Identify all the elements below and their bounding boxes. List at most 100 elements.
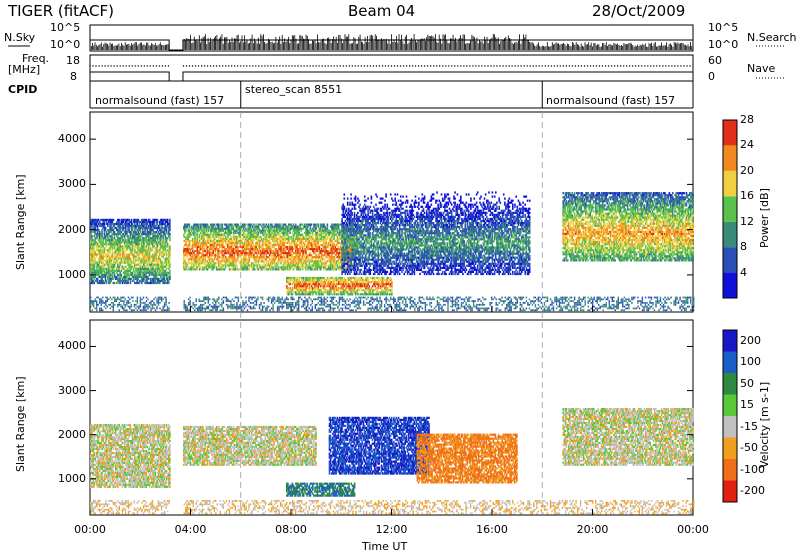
power-cell: [165, 243, 167, 245]
power-cell: [245, 238, 247, 240]
nave-point: [201, 65, 202, 66]
power-region-1: [90, 219, 171, 284]
power-cell: [162, 251, 164, 253]
power-cell: [168, 260, 170, 262]
power-cell: [135, 266, 137, 268]
power-cell: [254, 230, 256, 232]
power-cell: [249, 258, 251, 260]
nave-point: [397, 65, 398, 66]
power-cell: [233, 228, 235, 230]
power-cell: [161, 262, 163, 264]
power-cell: [119, 251, 121, 253]
power-cell: [288, 236, 290, 238]
power-cell: [251, 228, 253, 230]
power-cell: [280, 254, 282, 256]
nave-point: [611, 65, 612, 66]
power-cell: [297, 264, 299, 266]
nave-point: [264, 65, 265, 66]
nave-point: [463, 65, 464, 66]
power-cell: [100, 239, 102, 241]
nave-point: [433, 65, 434, 66]
power-cell: [268, 260, 270, 262]
power-cell: [338, 228, 340, 230]
power-cell: [276, 248, 278, 250]
nave-point: [267, 65, 268, 66]
power-cell: [199, 264, 201, 266]
power-cell: [214, 266, 216, 268]
power-cell: [302, 240, 304, 242]
power-cell: [331, 250, 333, 252]
power-cell: [226, 256, 228, 258]
power-cell: [139, 233, 141, 235]
power-cell: [299, 268, 301, 270]
nave-point: [560, 65, 561, 66]
power-cell: [109, 272, 111, 274]
power-cell: [116, 227, 118, 229]
power-cell: [106, 245, 108, 247]
power-cell: [145, 237, 147, 239]
power-cell: [105, 237, 107, 239]
power-cell: [108, 253, 110, 255]
power-cell: [140, 231, 142, 233]
power-cell: [245, 264, 247, 266]
power-cell: [189, 226, 191, 228]
power-cell: [306, 236, 308, 238]
power-cell: [234, 254, 236, 256]
power-cell: [235, 262, 237, 264]
power-cell: [184, 268, 186, 270]
power-cell: [167, 219, 169, 221]
power-cell: [145, 219, 147, 221]
nave-point: [210, 65, 211, 66]
power-cell: [319, 248, 321, 250]
power-cell: [101, 231, 103, 233]
nave-point: [542, 65, 543, 66]
nave-point: [340, 65, 341, 66]
power-cell: [320, 268, 322, 270]
nave-point: [527, 65, 528, 66]
power-cell: [158, 255, 160, 257]
power-cell: [159, 258, 161, 260]
power-cell: [167, 258, 169, 260]
power-cell: [169, 262, 171, 264]
power-heatmap: [90, 191, 694, 311]
power-cell: [333, 256, 335, 258]
power-cell: [106, 280, 108, 282]
nave-point: [135, 65, 136, 66]
power-cell: [140, 274, 142, 276]
nave-point: [297, 65, 298, 66]
power-cell: [123, 239, 125, 241]
power-cell: [185, 244, 187, 246]
power-cell: [200, 252, 202, 254]
power-cell: [126, 233, 128, 235]
power-cell: [152, 266, 154, 268]
power-cell: [337, 230, 339, 232]
power-cell: [336, 254, 338, 256]
nave-point: [147, 65, 148, 66]
power-cell: [141, 235, 143, 237]
power-cell: [298, 230, 300, 232]
power-cell: [260, 264, 262, 266]
power-cell: [122, 266, 124, 268]
power-cell: [107, 225, 109, 227]
power-cell: [158, 235, 160, 237]
power-cell: [126, 221, 128, 223]
power-cell: [293, 248, 295, 250]
nave-point: [578, 65, 579, 66]
power-cell: [184, 260, 186, 262]
nave-point: [107, 65, 108, 66]
power-cell: [114, 225, 116, 227]
power-cell: [193, 230, 195, 232]
nave-point: [517, 65, 518, 66]
power-cell: [169, 227, 171, 229]
power-cell: [322, 256, 324, 258]
power-cell: [263, 268, 265, 270]
nave-point: [511, 65, 512, 66]
power-cell: [119, 264, 121, 266]
power-cell: [101, 278, 103, 280]
power-cell: [318, 226, 320, 228]
power-cell: [148, 278, 150, 280]
nave-point: [478, 65, 479, 66]
power-cell: [123, 233, 125, 235]
power-cell: [194, 238, 196, 240]
power-cell: [266, 254, 268, 256]
